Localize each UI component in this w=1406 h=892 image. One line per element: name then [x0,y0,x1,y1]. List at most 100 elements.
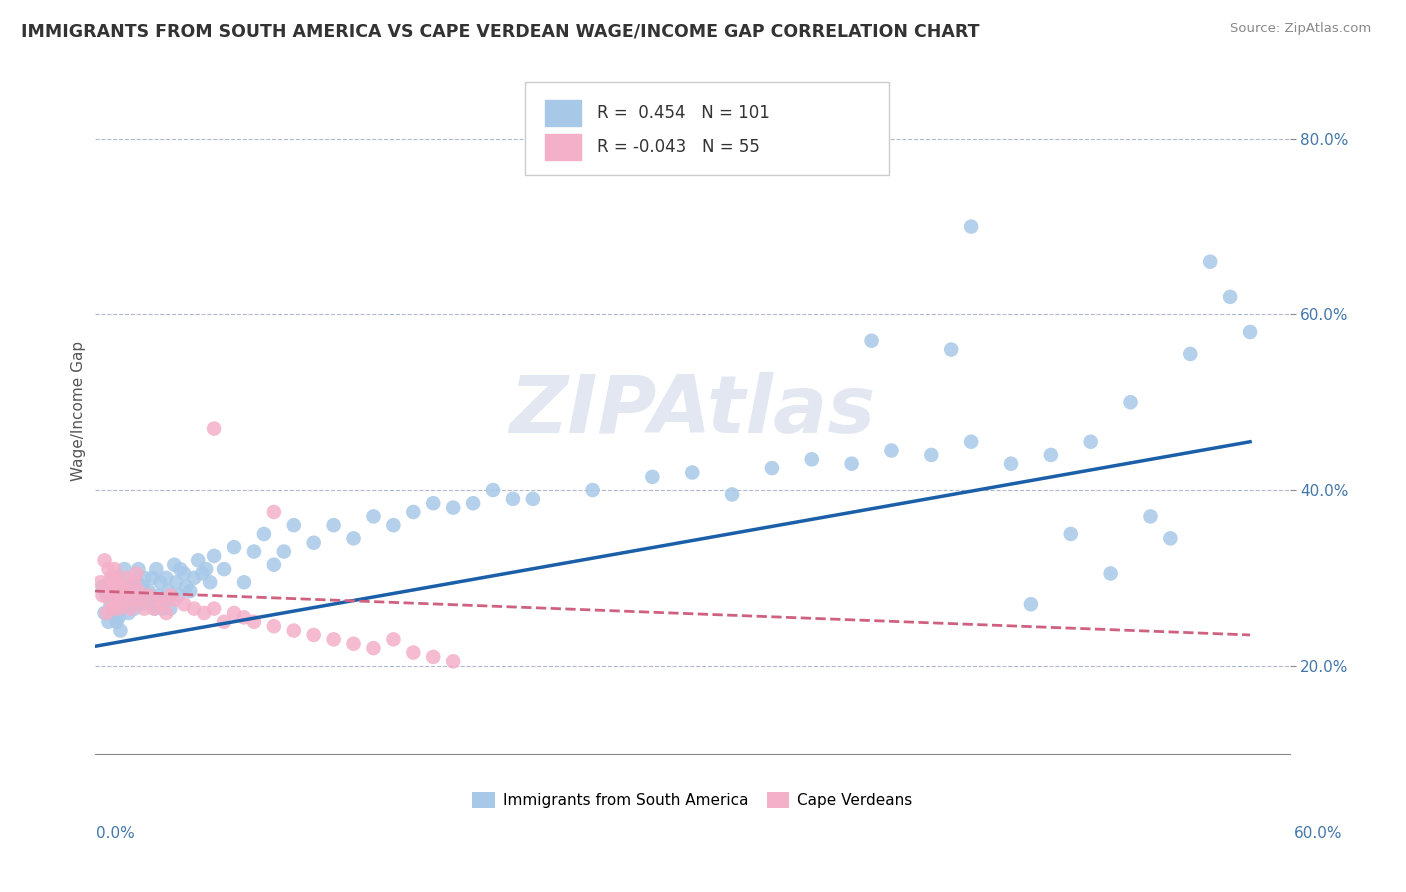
Point [103,575,125,590]
Point [117,606,139,620]
Point [202,601,225,615]
Point [169,562,191,576]
Point [165,575,187,590]
Point [1000,457,1022,471]
Point [127,562,149,576]
Point [125,575,148,590]
Point [155,606,177,620]
Point [134,571,156,585]
Point [441,654,464,668]
Point [183,601,205,615]
Point [402,505,425,519]
Point [129,592,152,607]
Point [115,584,138,599]
Point [90,575,112,590]
Point [233,610,256,624]
Point [283,518,305,533]
Point [187,553,209,567]
Point [103,562,125,576]
Point [127,584,149,599]
Point [1019,597,1042,611]
Bar [546,100,581,126]
Point [422,496,444,510]
Point [173,566,195,581]
Point [920,448,942,462]
Point [322,518,344,533]
Point [761,461,783,475]
Point [233,575,256,590]
Point [134,601,156,615]
Point [114,562,136,576]
Point [139,597,162,611]
Point [263,619,285,633]
Point [322,632,344,647]
Point [222,540,245,554]
Point [191,566,214,581]
Point [1099,566,1122,581]
Point [202,549,225,563]
Point [101,601,124,615]
Point [581,483,603,497]
Point [482,483,505,497]
Point [105,584,128,599]
Point [363,509,385,524]
Point [157,584,180,599]
Point [1119,395,1142,409]
Point [127,589,149,603]
Point [342,532,364,546]
Point [1039,448,1062,462]
Text: Source: ZipAtlas.com: Source: ZipAtlas.com [1230,22,1371,36]
Point [1219,290,1241,304]
Point [1080,434,1102,449]
Point [120,575,142,590]
Point [263,505,285,519]
Point [91,589,114,603]
Point [121,592,143,607]
Point [183,571,205,585]
Point [1060,527,1083,541]
Point [115,571,138,585]
FancyBboxPatch shape [524,82,890,175]
Point [124,601,146,615]
Point [382,518,405,533]
Point [110,624,132,638]
Point [97,580,120,594]
Point [117,584,139,599]
Point [111,580,134,594]
Point [150,601,173,615]
Point [1199,254,1222,268]
Point [100,592,122,607]
Text: ZIPAtlas: ZIPAtlas [509,372,876,450]
Point [402,646,425,660]
Point [145,562,167,576]
Text: 60.0%: 60.0% [1295,827,1343,841]
Point [243,615,266,629]
Point [103,575,125,590]
Point [105,571,128,585]
Point [105,615,128,629]
Point [880,443,903,458]
Point [155,571,177,585]
Point [1159,532,1181,546]
Point [167,589,190,603]
Point [641,470,664,484]
Point [149,575,172,590]
Point [941,343,963,357]
Point [960,219,983,234]
Point [141,571,163,585]
Point [841,457,863,471]
Point [150,597,173,611]
Text: R =  0.454   N = 101: R = 0.454 N = 101 [596,104,769,122]
Bar [546,135,581,161]
Point [143,601,166,615]
Point [135,592,157,607]
Point [110,597,132,611]
Point [93,606,115,620]
Point [111,592,134,607]
Text: R = -0.043   N = 55: R = -0.043 N = 55 [596,138,759,156]
Point [131,580,153,594]
Point [101,571,124,585]
Point [198,575,221,590]
Point [129,597,152,611]
Point [283,624,305,638]
